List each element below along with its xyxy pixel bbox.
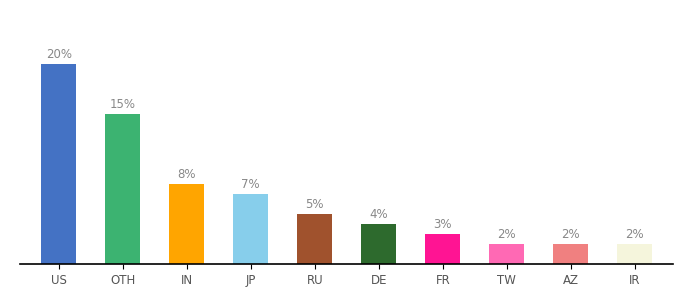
Text: 2%: 2% xyxy=(562,228,580,241)
Bar xyxy=(361,224,396,264)
Bar xyxy=(425,234,460,264)
Text: 3%: 3% xyxy=(434,218,452,231)
Text: 15%: 15% xyxy=(109,98,136,111)
Text: 20%: 20% xyxy=(46,48,72,61)
Bar xyxy=(41,64,76,264)
Bar xyxy=(617,244,652,264)
Text: 4%: 4% xyxy=(369,208,388,221)
Bar xyxy=(233,194,269,264)
Text: 8%: 8% xyxy=(177,168,196,181)
Bar xyxy=(169,184,205,264)
Text: 7%: 7% xyxy=(241,178,260,191)
Bar xyxy=(554,244,588,264)
Bar xyxy=(489,244,524,264)
Bar xyxy=(105,114,140,264)
Bar xyxy=(297,214,333,264)
Text: 5%: 5% xyxy=(305,198,324,211)
Text: 2%: 2% xyxy=(626,228,644,241)
Text: 2%: 2% xyxy=(498,228,516,241)
